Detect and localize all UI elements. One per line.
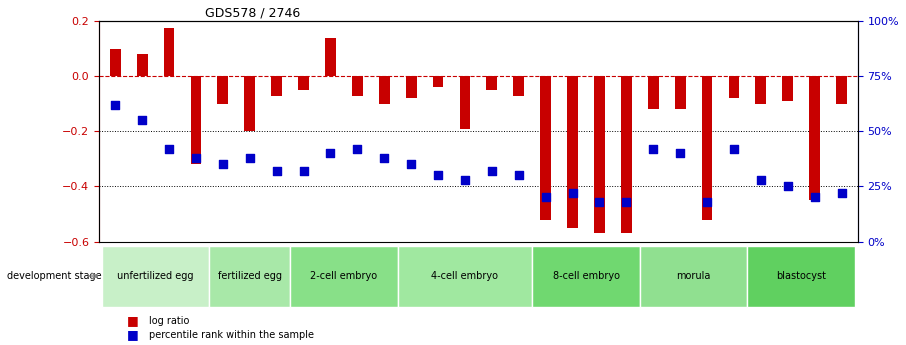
Text: blastocyst: blastocyst: [776, 271, 826, 281]
Bar: [514, 76, 525, 96]
Bar: [164, 28, 174, 76]
Text: 4-cell embryo: 4-cell embryo: [431, 271, 498, 281]
Point: [323, 151, 338, 156]
Text: morula: morula: [677, 271, 711, 281]
FancyBboxPatch shape: [747, 246, 855, 307]
Bar: [217, 76, 228, 104]
Point: [593, 199, 607, 205]
Point: [350, 146, 364, 152]
Bar: [783, 76, 793, 101]
Point: [646, 146, 660, 152]
FancyBboxPatch shape: [398, 246, 532, 307]
Text: ■: ■: [127, 328, 139, 341]
Point: [538, 195, 553, 200]
Bar: [459, 76, 470, 129]
Point: [269, 168, 284, 174]
Bar: [245, 76, 255, 131]
Bar: [433, 76, 443, 87]
Bar: [756, 76, 766, 104]
FancyBboxPatch shape: [532, 246, 640, 307]
Bar: [379, 76, 390, 104]
Bar: [675, 76, 686, 109]
Point: [754, 177, 768, 183]
Point: [512, 172, 526, 178]
Point: [135, 118, 149, 123]
Bar: [809, 76, 820, 200]
FancyBboxPatch shape: [101, 246, 209, 307]
Text: ■: ■: [127, 314, 139, 327]
Bar: [271, 76, 282, 96]
Text: 2-cell embryo: 2-cell embryo: [311, 271, 378, 281]
Bar: [621, 76, 631, 233]
Bar: [540, 76, 551, 219]
Point: [404, 162, 419, 167]
Bar: [648, 76, 659, 109]
Bar: [487, 76, 497, 90]
Bar: [352, 76, 362, 96]
Bar: [701, 76, 712, 219]
Point: [162, 146, 177, 152]
Point: [377, 155, 391, 160]
Point: [673, 151, 688, 156]
Text: percentile rank within the sample: percentile rank within the sample: [149, 330, 314, 340]
Text: development stage: development stage: [7, 271, 101, 281]
Bar: [567, 76, 578, 228]
Point: [699, 199, 714, 205]
Point: [188, 155, 203, 160]
Text: log ratio: log ratio: [149, 316, 190, 326]
Point: [108, 102, 122, 108]
Point: [834, 190, 849, 196]
FancyBboxPatch shape: [209, 246, 290, 307]
Bar: [190, 76, 201, 165]
Point: [807, 195, 822, 200]
Bar: [110, 49, 120, 76]
FancyBboxPatch shape: [640, 246, 747, 307]
Point: [565, 190, 580, 196]
Bar: [594, 76, 605, 233]
Bar: [406, 76, 417, 98]
Bar: [298, 76, 309, 90]
Text: fertilized egg: fertilized egg: [217, 271, 282, 281]
Point: [619, 199, 633, 205]
Point: [430, 172, 445, 178]
Point: [243, 155, 257, 160]
Point: [485, 168, 499, 174]
Point: [216, 162, 230, 167]
Bar: [728, 76, 739, 98]
FancyBboxPatch shape: [290, 246, 398, 307]
Text: unfertilized egg: unfertilized egg: [117, 271, 194, 281]
Text: GDS578 / 2746: GDS578 / 2746: [206, 7, 301, 20]
Point: [296, 168, 311, 174]
Point: [727, 146, 741, 152]
Bar: [836, 76, 847, 104]
Point: [780, 184, 795, 189]
Bar: [325, 38, 336, 76]
Bar: [137, 54, 148, 76]
Text: 8-cell embryo: 8-cell embryo: [553, 271, 620, 281]
Point: [458, 177, 472, 183]
